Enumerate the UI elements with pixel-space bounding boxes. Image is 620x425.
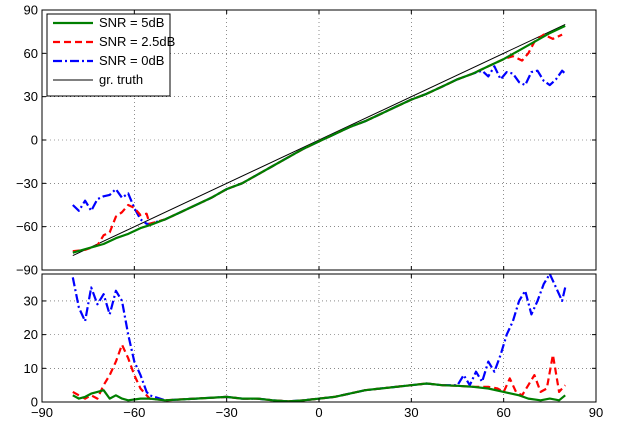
bottom-x-tick-label: 30 [404, 405, 418, 420]
bottom-series-ff0000 [72, 343, 567, 402]
bottom-y-tick-label: 10 [24, 361, 38, 376]
top-series-snr-5db [72, 24, 566, 254]
legend-label-snr-0db: SNR = 0dB [99, 53, 164, 68]
bottom-y-tick-label: 20 [24, 327, 38, 342]
bottom-y-tick-label: 0 [31, 395, 38, 410]
bottom-series-0000ff [71, 274, 567, 402]
bottom-series-007f00 [72, 382, 566, 402]
legend-label-gr-truth: gr. truth [99, 72, 143, 87]
top-series-snr-0db [72, 65, 566, 225]
top-y-tick-label: −60 [16, 219, 38, 234]
top-y-tick-label: 30 [24, 89, 38, 104]
legend: SNR = 5dB SNR = 2.5dB SNR = 0dB gr. truth [46, 13, 175, 97]
bottom-x-tick-label: 60 [496, 405, 510, 420]
top-series-group [72, 23, 566, 257]
bottom-panel: −90 −60 −30 0 30 60 90 0 10 20 30 [24, 273, 603, 420]
bottom-x-tick-label: −60 [123, 405, 145, 420]
top-y-tick-label: 60 [24, 46, 38, 61]
legend-box [46, 13, 171, 97]
top-y-tick-label: −30 [16, 176, 38, 191]
bottom-series-group [71, 274, 567, 402]
bottom-x-tick-label: 90 [589, 405, 603, 420]
top-y-tick-label: 90 [24, 3, 38, 18]
top-y-tick-label: 0 [31, 133, 38, 148]
bottom-y-tick-label: 30 [24, 293, 38, 308]
legend-label-snr-2-5db: SNR = 2.5dB [99, 34, 175, 49]
legend-label-snr-5db: SNR = 5dB [99, 15, 164, 30]
bottom-x-tick-label: −30 [216, 405, 238, 420]
top-y-tick-label: −90 [16, 263, 38, 278]
bottom-x-tick-label: −90 [31, 405, 53, 420]
top-series-gr-truth [72, 23, 566, 257]
bottom-x-tick-label: 0 [315, 405, 322, 420]
